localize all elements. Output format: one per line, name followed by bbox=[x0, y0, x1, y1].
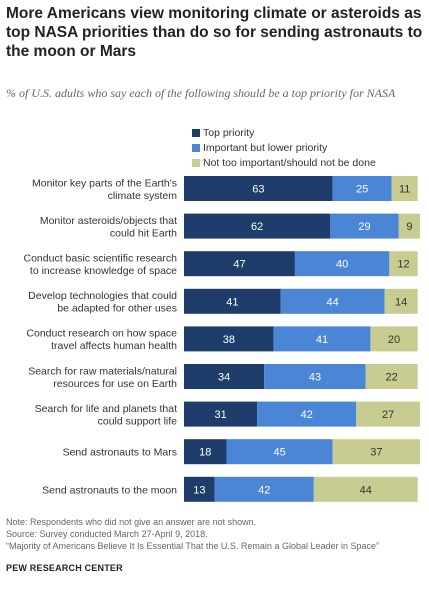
value-label: 37 bbox=[370, 447, 382, 459]
bar-segment bbox=[184, 288, 281, 314]
chart-notes: Note: Respondents who did not give an an… bbox=[6, 516, 426, 552]
value-label: 25 bbox=[356, 184, 368, 196]
report-title-text: “Majority of Americans Believe It Is Ess… bbox=[6, 541, 380, 551]
value-label: 12 bbox=[397, 259, 409, 271]
bar-segment bbox=[398, 213, 420, 239]
chart-title: More Americans view monitoring climate o… bbox=[6, 5, 423, 60]
legend-item-top-priority: Top priority bbox=[192, 125, 376, 140]
legend-label-lower-priority: Important but lower priority bbox=[203, 141, 328, 154]
category-label: could hit Earth bbox=[110, 227, 177, 239]
value-label: 22 bbox=[386, 372, 398, 384]
bar-segment bbox=[332, 176, 392, 201]
bar-segment bbox=[184, 326, 274, 352]
bar-segment bbox=[184, 176, 333, 201]
value-label: 44 bbox=[360, 484, 372, 496]
category-label: Send astronauts to the moon bbox=[42, 484, 177, 496]
legend-swatch-top-priority bbox=[192, 128, 200, 137]
bar-segment bbox=[384, 288, 418, 314]
category-label: Conduct basic scientific research bbox=[24, 252, 178, 264]
category-label: be adapted for other uses bbox=[57, 303, 177, 315]
chart-subtitle: % of U.S. adults who say each of the fol… bbox=[6, 86, 396, 100]
category-label: Send astronauts to Mars bbox=[63, 447, 177, 459]
category-label: climate system bbox=[108, 190, 178, 202]
category-label: Search for life and planets that bbox=[35, 403, 178, 415]
bar-segment bbox=[184, 401, 258, 427]
value-label: 38 bbox=[223, 334, 235, 346]
bar-segment bbox=[184, 476, 215, 502]
bar-segment bbox=[365, 364, 418, 389]
value-label: 29 bbox=[358, 221, 370, 233]
category-label: Search for raw materials/natural bbox=[28, 365, 177, 377]
value-label: 13 bbox=[193, 484, 205, 496]
bar-segment bbox=[391, 176, 418, 201]
category-label: Conduct research on how space bbox=[26, 328, 177, 340]
bar-segment bbox=[264, 364, 366, 389]
bar-segment bbox=[226, 439, 333, 465]
legend-label-not-important: Not too important/should not be done bbox=[203, 156, 376, 169]
value-label: 14 bbox=[395, 296, 407, 308]
bar-segment bbox=[294, 251, 390, 277]
bar-segment bbox=[184, 213, 331, 239]
value-label: 20 bbox=[388, 334, 400, 346]
bar-segment bbox=[389, 251, 418, 277]
value-label: 31 bbox=[214, 409, 226, 421]
bar-segment bbox=[273, 326, 371, 352]
value-label: 41 bbox=[226, 296, 238, 308]
chart-legend: Top priority Important but lower priorit… bbox=[192, 125, 376, 170]
category-label: Develop technologies that could bbox=[28, 290, 177, 302]
value-label: 9 bbox=[406, 221, 412, 233]
bar-segment bbox=[280, 288, 385, 314]
bar-segment bbox=[330, 213, 399, 239]
category-label: resources for use on Earth bbox=[53, 378, 177, 390]
bar-segment bbox=[214, 476, 314, 502]
value-label: 40 bbox=[336, 259, 348, 271]
bar-segment bbox=[332, 439, 420, 465]
bar-segment bbox=[356, 401, 420, 427]
legend-label-top-priority: Top priority bbox=[203, 126, 255, 139]
value-label: 34 bbox=[218, 372, 230, 384]
bar-segment bbox=[370, 326, 418, 352]
value-label: 42 bbox=[301, 409, 313, 421]
legend-item-not-important: Not too important/should not be done bbox=[192, 155, 376, 170]
legend-item-lower-priority: Important but lower priority bbox=[192, 140, 376, 155]
bar-segment bbox=[184, 364, 265, 389]
category-label: could support life bbox=[98, 415, 178, 427]
value-label: 18 bbox=[199, 447, 211, 459]
category-label: travel affects human health bbox=[51, 340, 177, 352]
value-label: 44 bbox=[327, 296, 339, 308]
value-label: 62 bbox=[251, 221, 263, 233]
value-label: 45 bbox=[273, 447, 285, 459]
bar-segment bbox=[184, 251, 295, 277]
value-label: 63 bbox=[252, 184, 264, 196]
category-label: Monitor key parts of the Earth's bbox=[32, 177, 177, 189]
value-label: 11 bbox=[399, 184, 410, 196]
value-label: 41 bbox=[316, 334, 328, 346]
bar-segment bbox=[184, 439, 227, 465]
value-label: 43 bbox=[309, 372, 321, 384]
bar-segment bbox=[257, 401, 357, 427]
note-text: Note: Respondents who did not give an an… bbox=[6, 517, 257, 527]
bar-segment bbox=[313, 476, 418, 502]
value-label: 47 bbox=[233, 259, 245, 271]
legend-swatch-not-important bbox=[192, 158, 200, 167]
source-text: Source: Survey conducted March 27-April … bbox=[6, 529, 208, 539]
category-label: Monitor asteroids/objects that bbox=[40, 215, 177, 227]
value-label: 27 bbox=[382, 409, 394, 421]
value-label: 42 bbox=[258, 484, 270, 496]
category-label: to increase knowledge of space bbox=[30, 265, 177, 277]
brand-label: PEW RESEARCH CENTER bbox=[6, 563, 123, 573]
legend-swatch-lower-priority bbox=[192, 143, 200, 152]
